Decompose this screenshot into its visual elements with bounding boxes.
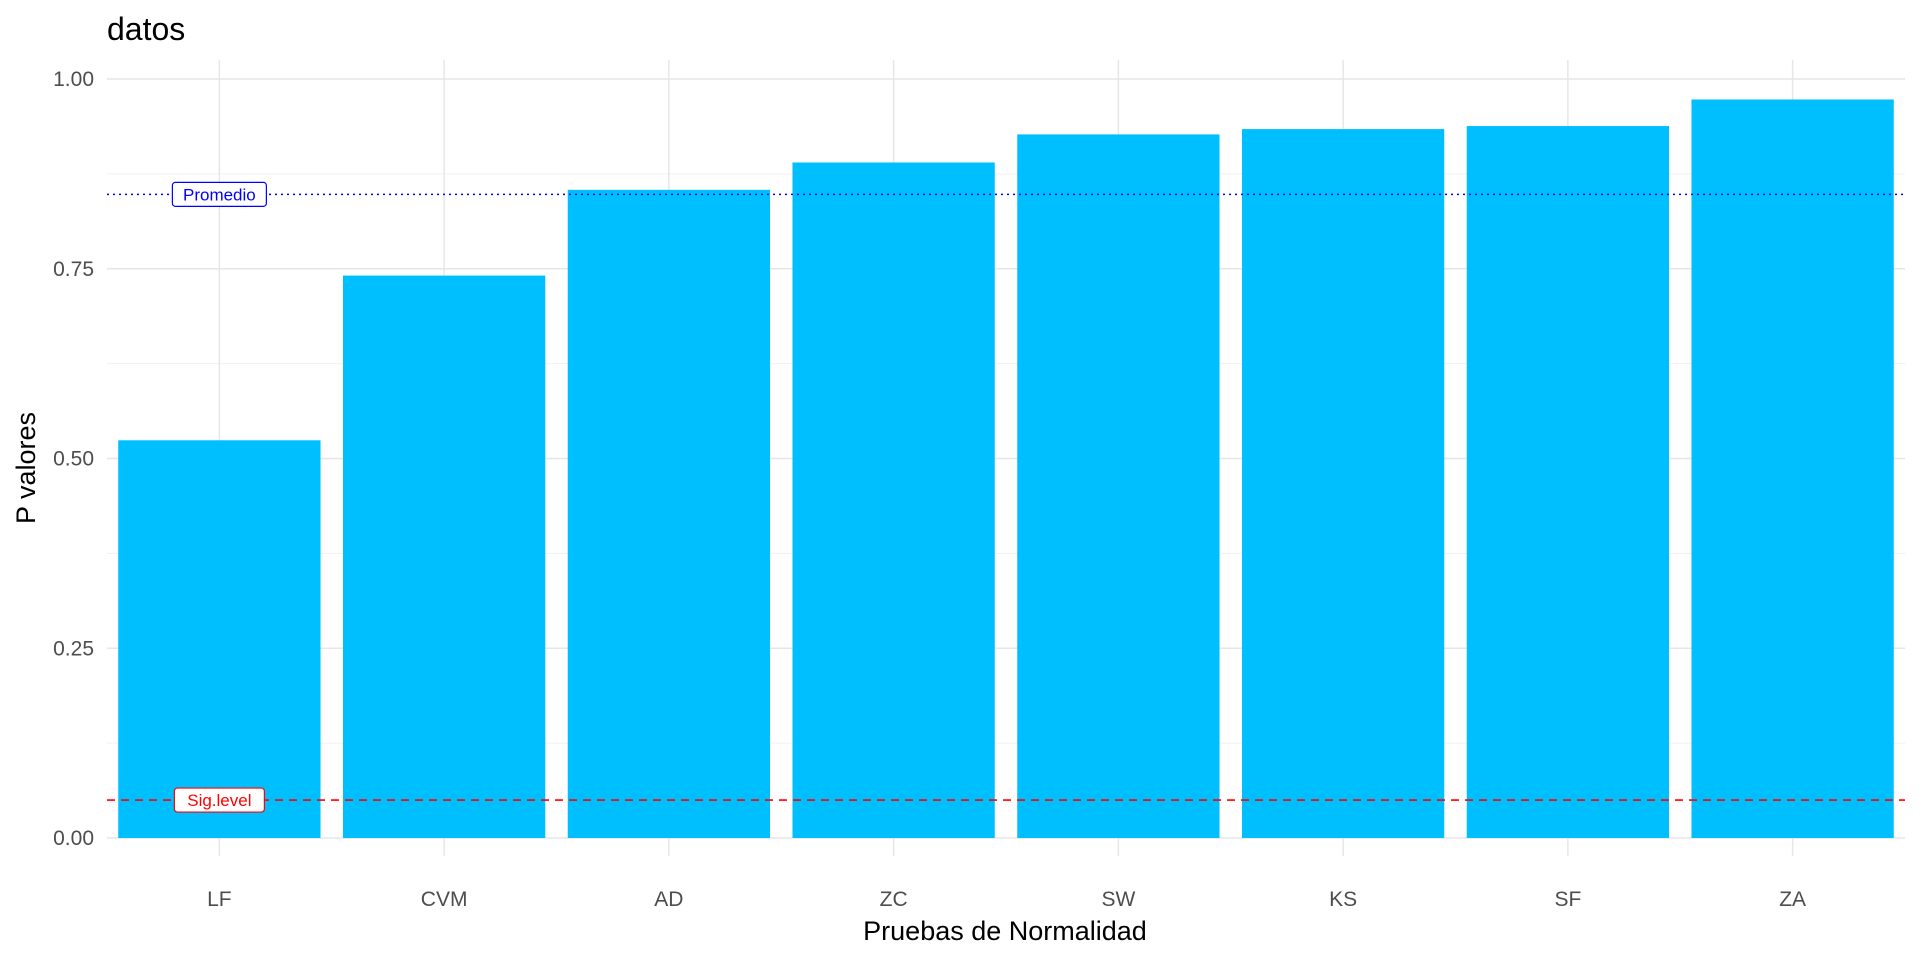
sig-level-label-box	[173, 787, 265, 813]
y-tick-label: 0.50	[53, 448, 94, 471]
x-tick-label-cvm: CVM	[421, 888, 468, 911]
y-tick-label: 0.00	[53, 827, 94, 850]
x-axis-ticks: LF CVM AD ZC SW KS SF ZA	[207, 888, 1806, 911]
y-tick-label: 0.25	[53, 637, 94, 660]
bar-sw	[1017, 134, 1220, 839]
bar-cvm	[342, 275, 546, 838]
x-tick-label-sw: SW	[1101, 888, 1135, 911]
bar-zc	[792, 162, 995, 839]
y-axis-ticks: 0.00 0.25 0.50 0.75 1.00	[53, 68, 94, 850]
bars	[118, 99, 1894, 839]
x-tick-label-lf: LF	[207, 888, 232, 911]
chart-title: datos	[107, 11, 185, 47]
bar-za	[1691, 99, 1894, 839]
x-tick-label-ks: KS	[1329, 888, 1357, 911]
x-axis-label: Pruebas de Normalidad	[863, 916, 1147, 946]
x-tick-label-zc: ZC	[880, 888, 908, 911]
x-tick-label-ad: AD	[654, 888, 683, 911]
y-tick-label: 0.75	[53, 258, 94, 281]
y-axis-label: P valores	[11, 412, 41, 524]
promedio-label: Promedio	[183, 185, 256, 204]
reference-lines: Promedio Sig.level	[107, 181, 1905, 813]
bar-ad	[567, 189, 771, 839]
y-tick-label: 1.00	[53, 68, 94, 91]
bar-sf	[1466, 126, 1670, 839]
bar-lf	[118, 440, 321, 838]
bar-ks	[1241, 129, 1445, 838]
promedio-label-box	[171, 181, 267, 207]
x-tick-label-za: ZA	[1779, 888, 1806, 911]
sig-level-label: Sig.level	[187, 791, 251, 810]
x-tick-label-sf: SF	[1554, 888, 1581, 911]
